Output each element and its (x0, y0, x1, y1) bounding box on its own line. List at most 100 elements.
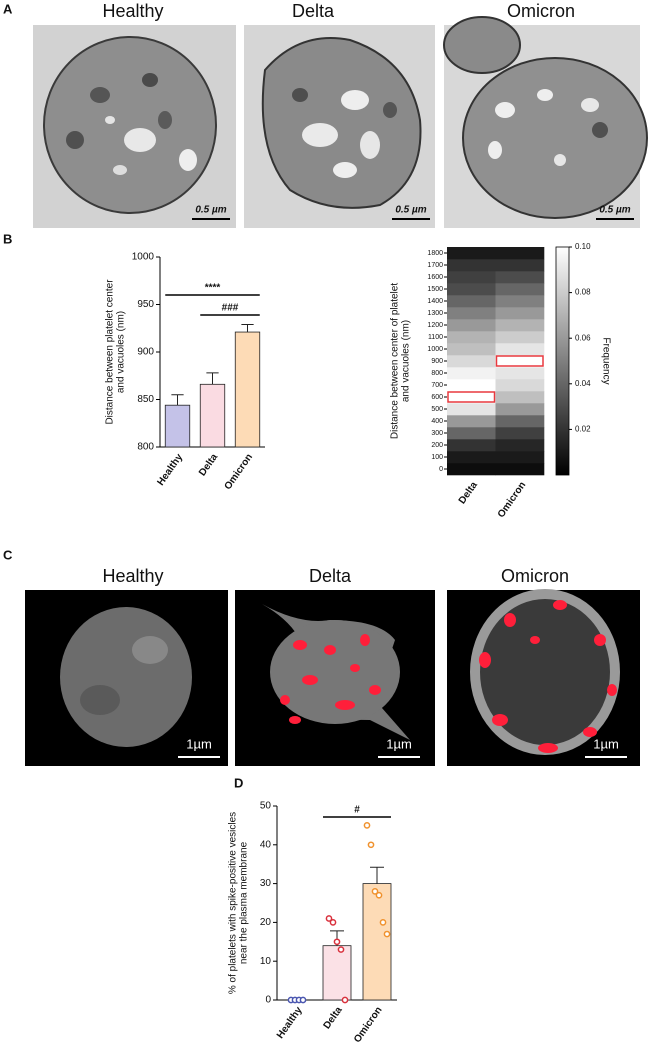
colorbar-tick-label: 0.08 (575, 288, 591, 297)
scale-label: 1µm (386, 736, 412, 751)
heatmap-cell (495, 427, 545, 440)
scale-label: 1µm (186, 736, 212, 751)
annotation: **** (205, 283, 221, 294)
y-tick-label: 200 (431, 442, 443, 449)
colorbar-tick-label: 0.10 (575, 242, 591, 251)
heatmap-cell (495, 367, 545, 380)
heatmap-cell (447, 247, 496, 260)
heatmap-cell (447, 403, 496, 416)
heatmap-cell (447, 355, 496, 368)
heatmap-cell (495, 379, 545, 392)
scale-label: 0.5 µm (395, 205, 426, 216)
data-point (329, 919, 337, 926)
y-tick-label: 100 (431, 454, 443, 461)
x-tick-label: Omicron (496, 480, 529, 520)
colorbar-label: Frequency (600, 337, 611, 384)
y-tick-label: 1300 (427, 310, 443, 317)
annotation: ### (222, 303, 239, 314)
heatmap-cell (447, 439, 496, 452)
y-tick-label: 1400 (427, 298, 443, 305)
data-point (367, 841, 375, 849)
scale-label: 0.5 µm (195, 205, 226, 216)
y-tick-label: 400 (431, 418, 443, 425)
data-point (333, 938, 341, 946)
heatmap-cell (447, 331, 496, 344)
x-tick-label: Delta (322, 1005, 345, 1032)
y-tick-label: 30 (260, 878, 272, 889)
data-point (363, 822, 371, 829)
data-point (371, 888, 379, 895)
heatmap-cell (495, 391, 545, 404)
heatmap-cell (447, 415, 496, 428)
heatmap-cell (495, 271, 545, 284)
heatmap-cell (495, 463, 545, 476)
heatmap-cell (495, 295, 545, 308)
image-title: Healthy (102, 1, 163, 21)
heatmap-cell (447, 259, 496, 272)
micrograph: 0.5 µm (244, 25, 435, 228)
fluorescence-image: 1µm (447, 589, 640, 766)
y-tick-label: 40 (260, 839, 272, 850)
error-bar (241, 323, 254, 333)
image-title: Healthy (102, 566, 163, 586)
heatmap-cell (495, 451, 545, 464)
bar (234, 331, 261, 448)
y-tick-label: 800 (137, 442, 154, 453)
y-axis-label: Distance between platelet center (105, 279, 116, 425)
heatmap-cell (447, 379, 496, 392)
bar (322, 945, 352, 1001)
y-axis-label: and vacuoles (nm) (401, 320, 412, 402)
heatmap-cell (447, 283, 496, 296)
y-tick-label: 1800 (427, 250, 443, 257)
heatmap-cell (495, 331, 545, 344)
y-axis-label: % of platelets with spike-positive vesic… (228, 812, 239, 994)
scale-label: 1µm (593, 736, 619, 751)
panel-label: D (234, 775, 243, 790)
heatmap-cell (495, 259, 545, 272)
heatmap-cell (495, 283, 545, 296)
panel-label: A (3, 1, 13, 16)
x-tick-label: Healthy (155, 452, 185, 488)
bar (199, 383, 226, 448)
y-tick-label: 1000 (132, 252, 155, 263)
y-tick-label: 0 (439, 466, 443, 473)
panel-label: B (3, 231, 12, 246)
y-tick-label: 700 (431, 382, 443, 389)
bar (362, 883, 392, 1001)
colorbar-tick-label: 0.06 (575, 333, 591, 342)
heatmap-cell (495, 439, 545, 452)
y-tick-label: 1200 (427, 322, 443, 329)
x-tick-label: Delta (457, 480, 480, 507)
error-bar (171, 394, 184, 406)
heatmap-cell (495, 343, 545, 356)
micrograph: 0.5 µm (33, 25, 236, 228)
heatmap-cell (447, 343, 496, 356)
colorbar (555, 246, 570, 476)
heatmap-cell (495, 307, 545, 320)
x-tick-label: Healthy (275, 1005, 305, 1041)
heatmap-cell (447, 307, 496, 320)
heatmap-cell (495, 247, 545, 260)
data-point (325, 915, 333, 922)
y-tick-label: 500 (431, 406, 443, 413)
heatmap-cell (447, 367, 496, 380)
data-point (341, 996, 349, 1004)
x-tick-label: Omicron (223, 452, 256, 492)
y-tick-label: 20 (260, 917, 272, 928)
heatmap-cell (495, 415, 545, 428)
y-tick-label: 850 (137, 394, 154, 405)
data-point (383, 930, 391, 938)
annotation: # (354, 805, 360, 816)
image-title: Omicron (501, 566, 569, 586)
y-tick-label: 600 (431, 394, 443, 401)
y-tick-label: 800 (431, 370, 443, 377)
image-title: Delta (292, 1, 335, 21)
image-title: Omicron (507, 1, 575, 21)
y-tick-label: 950 (137, 299, 154, 310)
y-axis-label: and vacuoles (nm) (116, 311, 127, 393)
bar (164, 404, 191, 448)
y-tick-label: 1700 (427, 262, 443, 269)
fluorescence-image: 1µm (235, 590, 435, 766)
heatmap-cell (447, 295, 496, 308)
heatmap-cell (447, 319, 496, 332)
